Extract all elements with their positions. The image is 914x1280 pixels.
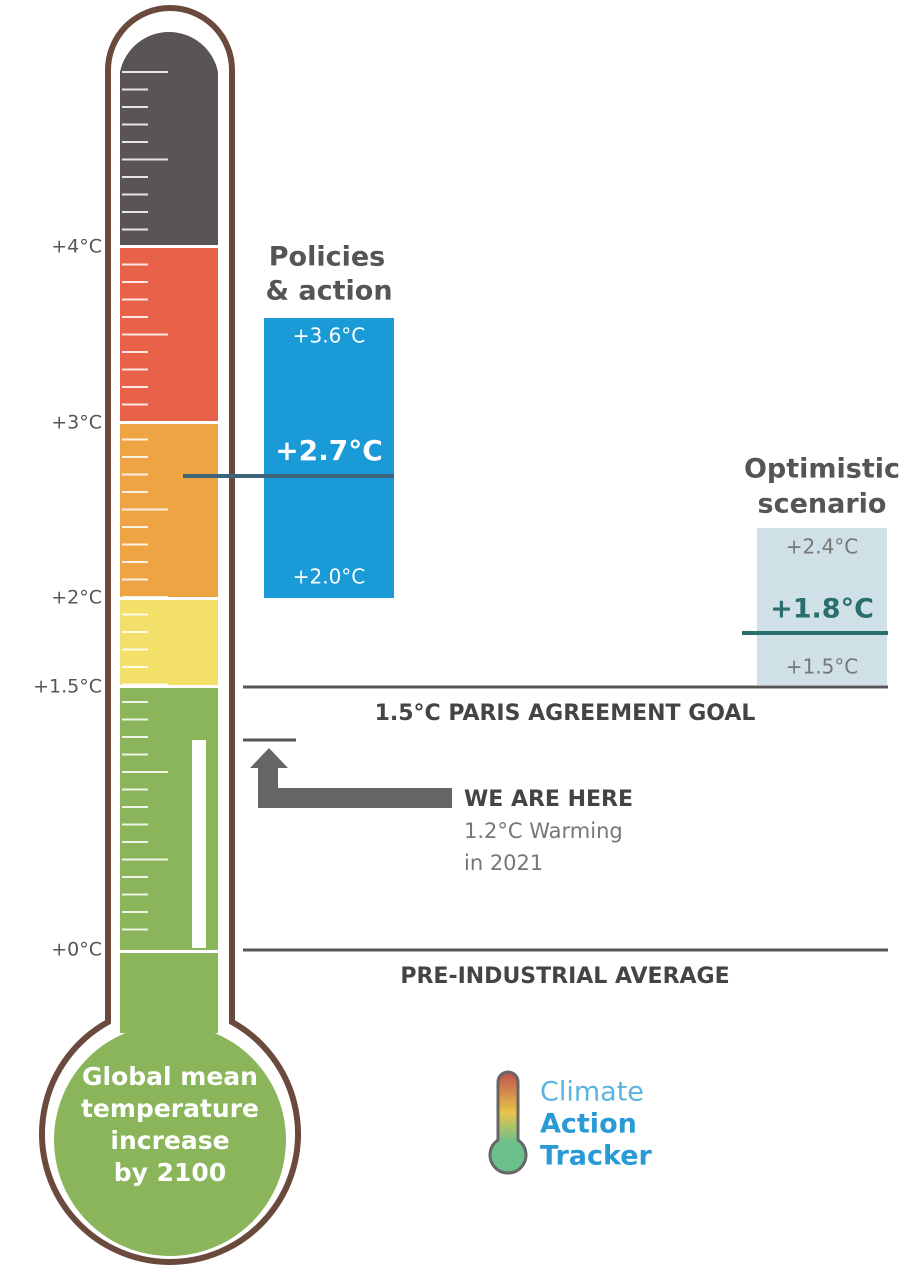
policies-low: +2.0°C	[293, 565, 366, 589]
policies-title: & action	[265, 276, 392, 307]
here-arrow	[250, 748, 452, 808]
optimistic-mid: +1.8°C	[770, 594, 874, 625]
optimistic-low: +1.5°C	[786, 655, 859, 679]
pre-industrial-label: PRE-INDUSTRIAL AVERAGE	[400, 964, 729, 989]
policies-title: Policies	[269, 242, 386, 273]
logo-text: Tracker	[540, 1141, 653, 1172]
optimistic-title: Optimistic	[744, 454, 900, 485]
here-title: WE ARE HERE	[464, 787, 633, 812]
optimistic-range	[757, 528, 887, 685]
optimistic-high: +2.4°C	[786, 535, 859, 559]
axis-label: +3°C	[51, 412, 102, 434]
policies-high: +3.6°C	[293, 324, 366, 348]
logo-icon	[488, 1070, 528, 1175]
axis-label: +1.5°C	[33, 676, 102, 698]
bulb-text: Global mean	[82, 1062, 258, 1091]
policies-mid: +2.7°C	[275, 434, 383, 467]
optimistic-title: scenario	[758, 489, 887, 520]
bulb-text: by 2100	[114, 1158, 226, 1187]
axis-label: +4°C	[51, 236, 102, 258]
bulb-text: increase	[110, 1126, 229, 1155]
logo-text: Climate	[540, 1077, 644, 1108]
axis-label: +2°C	[51, 587, 102, 609]
logo-text: Action	[540, 1109, 637, 1140]
thermometer	[39, 5, 301, 1265]
paris-label: 1.5°C PARIS AGREEMENT GOAL	[375, 701, 756, 726]
here-text: in 2021	[464, 851, 543, 875]
axis-label: +0°C	[51, 939, 102, 961]
here-text: 1.2°C Warming	[464, 819, 623, 843]
bulb-text: temperature	[81, 1094, 259, 1123]
policies-range	[264, 318, 394, 598]
